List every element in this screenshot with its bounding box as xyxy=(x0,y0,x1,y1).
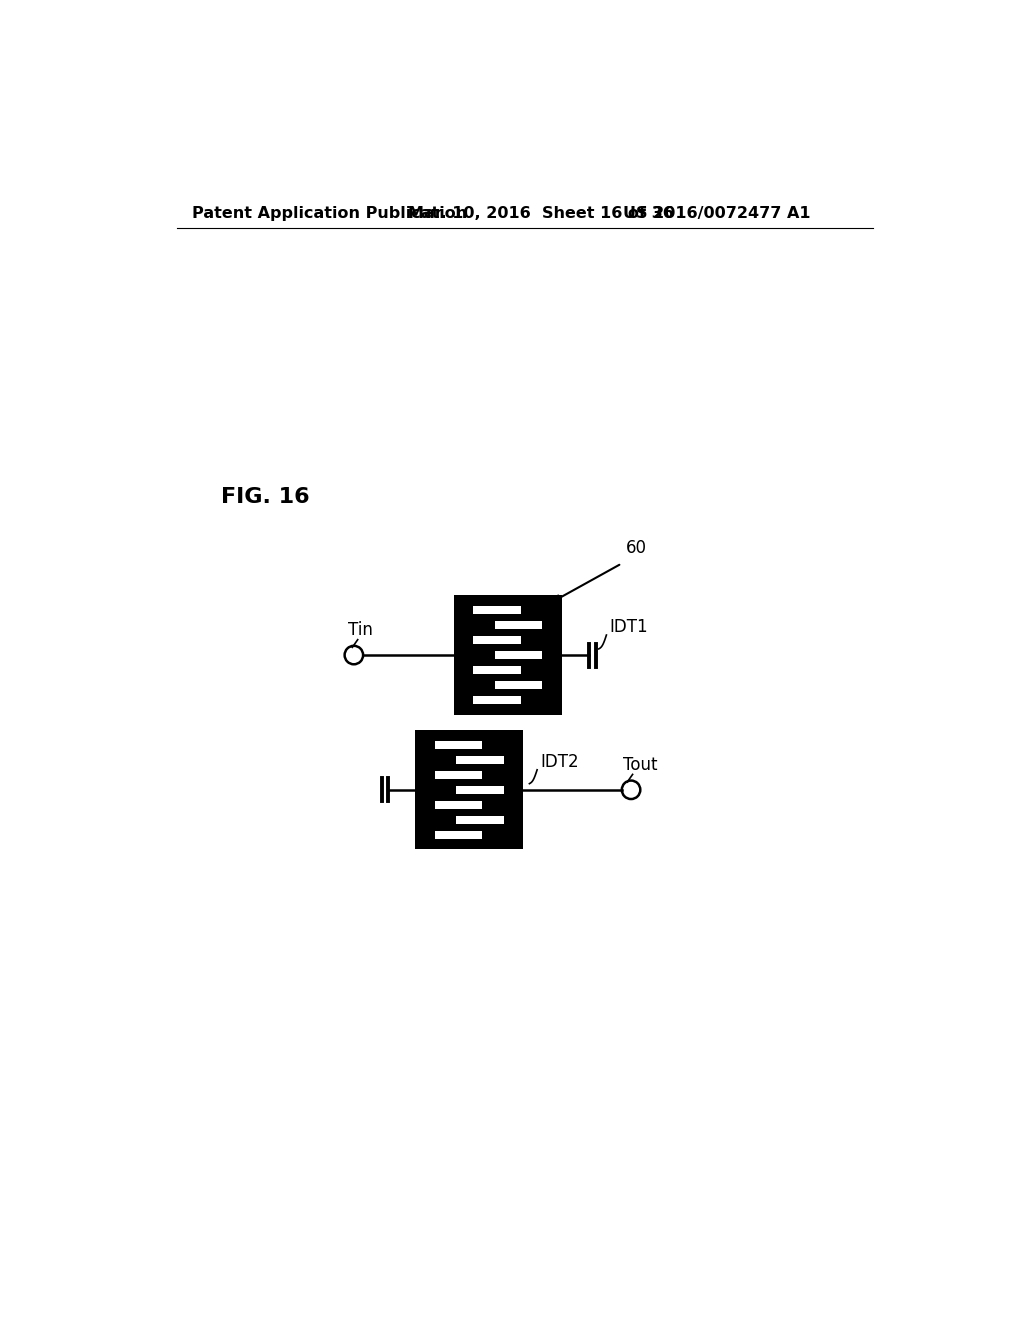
Bar xyxy=(416,801,482,809)
Bar xyxy=(416,771,482,779)
Bar xyxy=(504,730,523,850)
Bar xyxy=(495,651,562,659)
Bar xyxy=(416,730,435,850)
Text: IDT1: IDT1 xyxy=(609,618,648,636)
Text: IDT2: IDT2 xyxy=(541,752,579,771)
Bar xyxy=(454,636,521,644)
Bar xyxy=(457,755,523,764)
Text: Mar. 10, 2016  Sheet 16 of 36: Mar. 10, 2016 Sheet 16 of 36 xyxy=(408,206,674,222)
Text: Patent Application Publication: Patent Application Publication xyxy=(193,206,467,222)
Bar xyxy=(416,830,482,840)
Bar xyxy=(495,681,562,689)
Text: 60: 60 xyxy=(626,539,647,557)
Text: Tin: Tin xyxy=(348,620,373,639)
Bar xyxy=(495,620,562,630)
Bar xyxy=(454,696,521,704)
Bar xyxy=(454,595,562,714)
Bar xyxy=(543,595,562,714)
Bar xyxy=(454,595,473,714)
Bar xyxy=(416,741,482,748)
Bar xyxy=(454,665,521,675)
Bar xyxy=(457,785,523,793)
Bar xyxy=(416,730,523,850)
Text: Tout: Tout xyxy=(624,756,657,774)
Bar xyxy=(457,816,523,824)
Text: FIG. 16: FIG. 16 xyxy=(221,487,310,507)
Text: US 2016/0072477 A1: US 2016/0072477 A1 xyxy=(624,206,811,222)
Bar xyxy=(454,606,521,614)
